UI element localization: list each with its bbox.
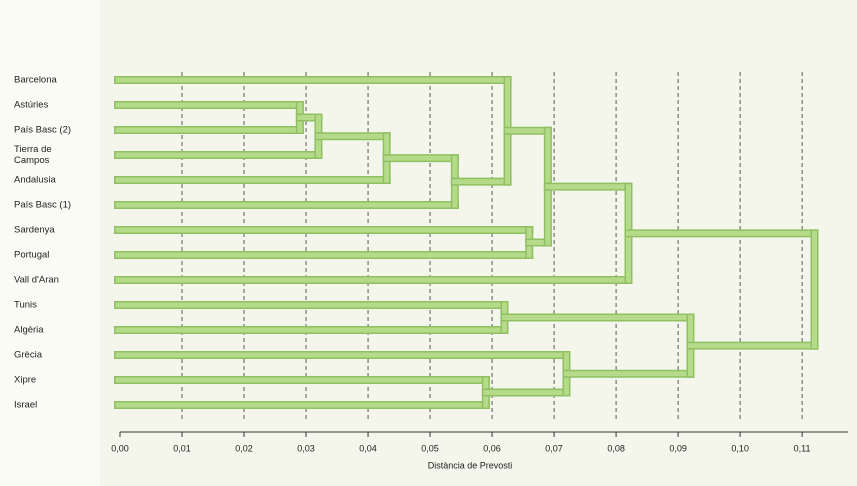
x-tick-label: 0,04 bbox=[359, 443, 377, 453]
leaf-label: Israel bbox=[14, 399, 38, 411]
leaf-label: Grècia bbox=[14, 349, 42, 361]
x-tick-label: 0,00 bbox=[111, 443, 129, 453]
leaf-label: Portugal bbox=[14, 249, 50, 261]
x-tick-label: 0,10 bbox=[731, 443, 749, 453]
leaf-label: Astúries bbox=[14, 99, 49, 111]
label-strip bbox=[0, 0, 100, 486]
leaf-label: País Basc (1) bbox=[14, 199, 72, 211]
leaf-label: Xipre bbox=[14, 374, 37, 386]
leaf-label: Vall d'Aran bbox=[14, 274, 59, 286]
x-axis-label: Distància de Prevosti bbox=[428, 460, 513, 470]
leaf-label: Barcelona bbox=[14, 74, 57, 86]
leaf-label: Algèria bbox=[14, 324, 44, 336]
leaf-label: País Basc (2) bbox=[14, 124, 72, 136]
x-tick-label: 0,05 bbox=[421, 443, 439, 453]
x-tick-label: 0,06 bbox=[483, 443, 501, 453]
leaf-label: Sardenya bbox=[14, 224, 55, 236]
x-tick-label: 0,03 bbox=[297, 443, 315, 453]
leaf-label: Andalusia bbox=[14, 174, 56, 186]
leaf-label: Tunis bbox=[14, 299, 37, 311]
x-tick-label: 0,02 bbox=[235, 443, 253, 453]
x-tick-label: 0,11 bbox=[794, 443, 811, 453]
x-tick-label: 0,07 bbox=[545, 443, 563, 453]
x-tick-label: 0,01 bbox=[173, 443, 191, 453]
x-tick-label: 0,09 bbox=[669, 443, 687, 453]
leaf-label: Tierra de Campos bbox=[14, 144, 52, 166]
x-tick-label: 0,08 bbox=[607, 443, 625, 453]
